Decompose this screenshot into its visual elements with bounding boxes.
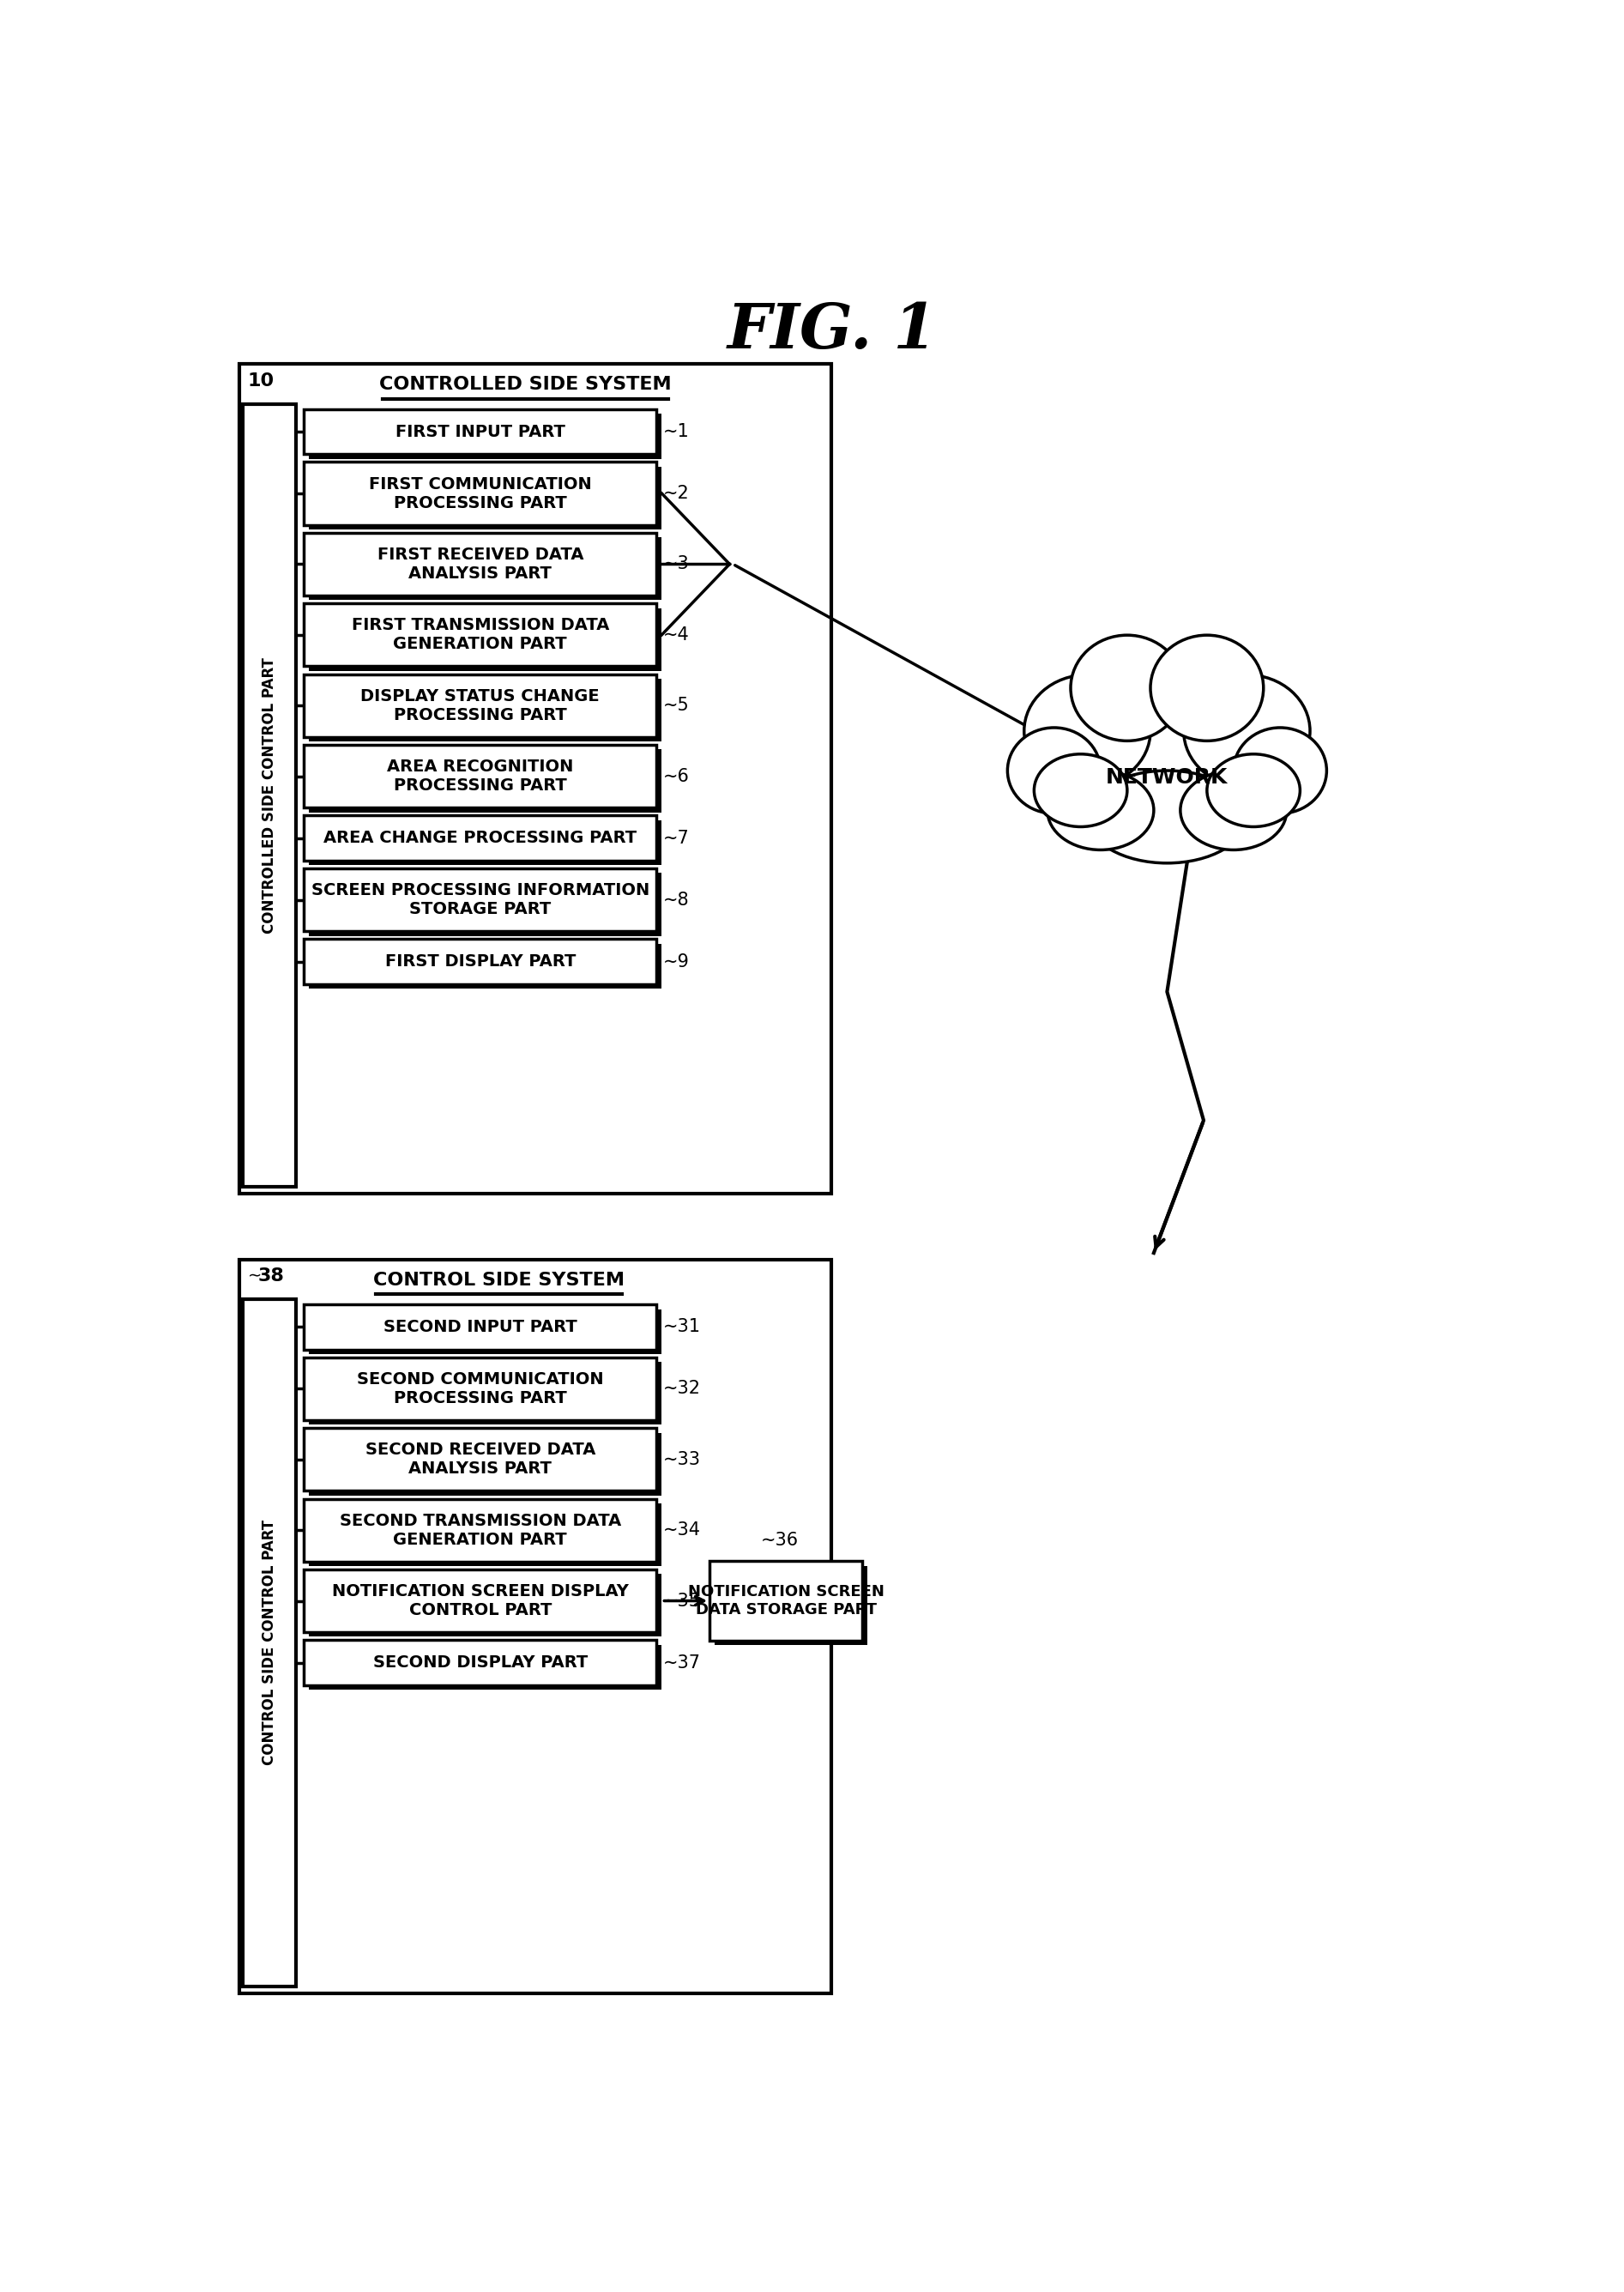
Bar (304, 1641, 656, 1685)
Text: 38: 38 (258, 1267, 284, 1284)
Text: AREA RECOGNITION
PROCESSING PART: AREA RECOGNITION PROCESSING PART (387, 759, 573, 793)
Text: 10: 10 (247, 371, 274, 390)
Bar (309, 873, 661, 935)
Bar (309, 1504, 661, 1565)
Text: CONTROLLED SIDE SYSTEM: CONTROLLED SIDE SYSTEM (380, 376, 672, 394)
Text: ∼37: ∼37 (663, 1655, 702, 1671)
Text: CONTROL SIDE CONTROL PART: CONTROL SIDE CONTROL PART (261, 1520, 278, 1765)
Bar (309, 468, 661, 529)
Ellipse shape (1064, 672, 1270, 830)
Text: SECOND COMMUNICATION
PROCESSING PART: SECOND COMMUNICATION PROCESSING PART (357, 1371, 604, 1407)
Text: FIRST DISPLAY PART: FIRST DISPLAY PART (385, 953, 575, 970)
Bar (304, 410, 656, 454)
Ellipse shape (1025, 674, 1150, 786)
Text: ∼9: ∼9 (663, 953, 690, 970)
Text: ∼7: ∼7 (663, 830, 690, 846)
Ellipse shape (1184, 674, 1311, 786)
Text: CONTROL SIDE SYSTEM: CONTROL SIDE SYSTEM (374, 1272, 625, 1288)
Text: FIG. 1: FIG. 1 (728, 300, 937, 362)
Ellipse shape (1047, 770, 1153, 850)
Text: FIRST INPUT PART: FIRST INPUT PART (395, 424, 565, 440)
Ellipse shape (1207, 754, 1301, 827)
Bar (309, 1575, 661, 1636)
Bar (240, 1261, 831, 1994)
Text: CONTROLLED SIDE CONTROL PART: CONTROLLED SIDE CONTROL PART (261, 658, 278, 933)
Text: ∼: ∼ (247, 1267, 261, 1284)
Text: ∼6: ∼6 (663, 768, 690, 784)
Bar (309, 1309, 661, 1355)
Ellipse shape (1034, 754, 1127, 827)
Ellipse shape (1150, 635, 1263, 740)
Text: FIRST COMMUNICATION
PROCESSING PART: FIRST COMMUNICATION PROCESSING PART (369, 477, 591, 511)
Bar (304, 1428, 656, 1490)
Text: FIRST RECEIVED DATA
ANALYSIS PART: FIRST RECEIVED DATA ANALYSIS PART (377, 545, 583, 582)
Bar (304, 1499, 656, 1561)
Bar (309, 415, 661, 458)
Text: NETWORK: NETWORK (1106, 768, 1228, 788)
Text: ∼3: ∼3 (663, 555, 690, 573)
Bar (304, 1357, 656, 1421)
Bar (309, 749, 661, 811)
Ellipse shape (1007, 727, 1101, 814)
Text: ∼8: ∼8 (663, 892, 689, 908)
Bar (304, 1304, 656, 1350)
Bar (304, 603, 656, 667)
Text: SECOND DISPLAY PART: SECOND DISPLAY PART (374, 1655, 588, 1671)
Text: ∼2: ∼2 (663, 486, 690, 502)
Text: SECOND RECEIVED DATA
ANALYSIS PART: SECOND RECEIVED DATA ANALYSIS PART (365, 1442, 596, 1476)
Bar (309, 944, 661, 988)
Text: NOTIFICATION SCREEN
DATA STORAGE PART: NOTIFICATION SCREEN DATA STORAGE PART (689, 1584, 883, 1618)
Text: ∼5: ∼5 (663, 697, 690, 715)
Ellipse shape (1088, 770, 1247, 864)
Text: ∼34: ∼34 (663, 1522, 702, 1538)
Bar (304, 869, 656, 931)
Bar (309, 1432, 661, 1494)
Bar (304, 745, 656, 807)
Ellipse shape (1070, 635, 1184, 740)
Bar (309, 536, 661, 601)
Bar (309, 1361, 661, 1426)
Bar (715, 1565, 867, 1646)
Text: AREA CHANGE PROCESSING PART: AREA CHANGE PROCESSING PART (323, 830, 637, 846)
Text: ∼31: ∼31 (663, 1318, 702, 1336)
Text: NOTIFICATION SCREEN DISPLAY
CONTROL PART: NOTIFICATION SCREEN DISPLAY CONTROL PART (331, 1584, 628, 1618)
Text: ∼36: ∼36 (760, 1531, 799, 1549)
Bar (309, 678, 661, 743)
Bar (244, 1300, 296, 1987)
Bar (304, 1570, 656, 1632)
Bar (304, 532, 656, 596)
Text: SECOND TRANSMISSION DATA
GENERATION PART: SECOND TRANSMISSION DATA GENERATION PART (339, 1513, 620, 1547)
Bar (309, 607, 661, 672)
Bar (710, 1561, 862, 1641)
Ellipse shape (1234, 727, 1327, 814)
Text: ∼33: ∼33 (663, 1451, 702, 1467)
Bar (244, 403, 296, 1187)
Text: ∼32: ∼32 (663, 1380, 702, 1398)
Text: ∼35: ∼35 (663, 1593, 702, 1609)
Bar (309, 1646, 661, 1689)
Bar (304, 674, 656, 738)
Text: SECOND INPUT PART: SECOND INPUT PART (383, 1318, 577, 1336)
Bar (240, 364, 831, 1194)
Bar (309, 821, 661, 864)
Bar (304, 940, 656, 983)
Text: DISPLAY STATUS CHANGE
PROCESSING PART: DISPLAY STATUS CHANGE PROCESSING PART (361, 688, 599, 722)
Text: ∼4: ∼4 (663, 626, 690, 644)
Ellipse shape (1181, 770, 1286, 850)
Text: ∼1: ∼1 (663, 424, 690, 440)
Text: SCREEN PROCESSING INFORMATION
STORAGE PART: SCREEN PROCESSING INFORMATION STORAGE PA… (312, 882, 650, 917)
Text: FIRST TRANSMISSION DATA
GENERATION PART: FIRST TRANSMISSION DATA GENERATION PART (351, 617, 609, 653)
Bar (304, 463, 656, 525)
Bar (304, 816, 656, 860)
